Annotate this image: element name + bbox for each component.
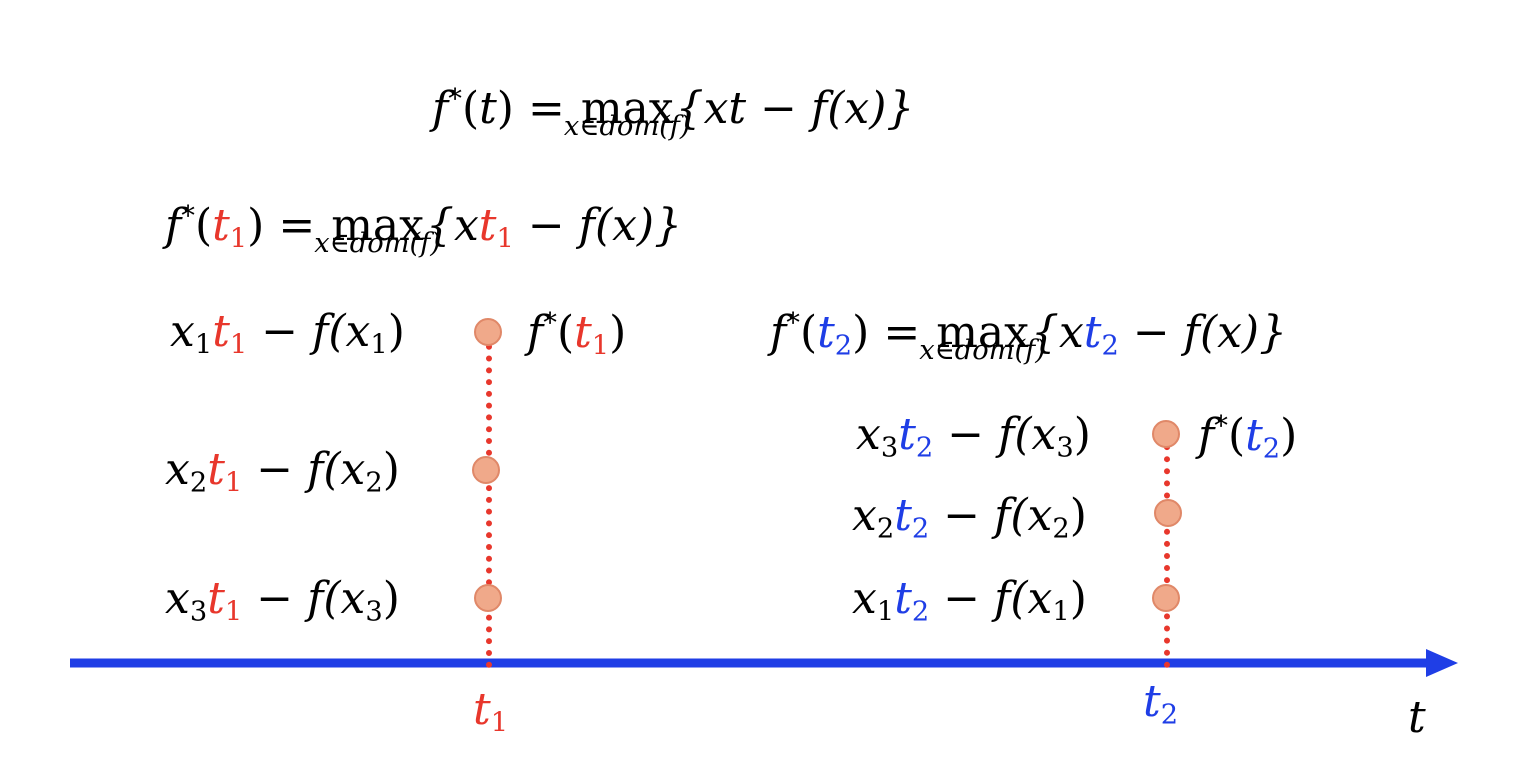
tick-label-t2: t2 [1143, 676, 1179, 731]
t2-point-x2 [1154, 499, 1182, 527]
t2-label-x3: x3t2 − f(x3) [856, 409, 1091, 464]
t1-point-x2 [472, 456, 500, 484]
tick-label-t1: t1 [473, 684, 509, 739]
main-formula: f*(t) = max x∈dom(f) {xt − f(x)} [432, 83, 915, 142]
t1-label-x2: x2t1 − f(x2) [165, 444, 400, 499]
t1-label-x3: x3t1 − f(x3) [165, 573, 400, 628]
t1-max-label: f*(t1) [527, 307, 627, 362]
axis-label-t: t [1408, 692, 1426, 743]
formula-t1: f*(t1) = max x∈dom(f) {xt1 − f(x)} [165, 200, 683, 259]
t2-point-x3 [1152, 420, 1180, 448]
t1-point-x1 [474, 318, 502, 346]
t1-point-x3 [474, 584, 502, 612]
formula-t2: f*(t2) = max x∈dom(f) {xt2 − f(x)} [770, 307, 1288, 366]
t2-max-label: f*(t2) [1198, 410, 1298, 465]
t2-label-x2: x2t2 − f(x2) [852, 490, 1087, 545]
t2-point-x1 [1152, 584, 1180, 612]
t2-vertical-line [1164, 432, 1170, 668]
t1-vertical-line [486, 332, 492, 668]
t2-label-x1: x1t2 − f(x1) [852, 573, 1087, 628]
t1-label-x1: x1t1 − f(x1) [170, 306, 405, 361]
axis-arrowhead [1426, 649, 1458, 677]
